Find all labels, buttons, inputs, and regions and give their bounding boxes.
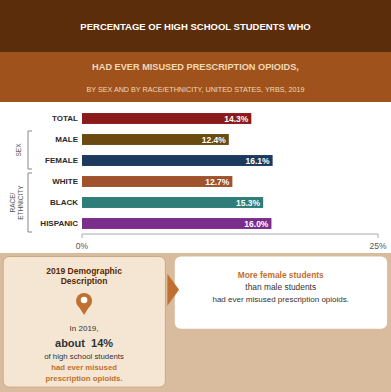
bar [82,155,273,166]
annotation: prescription opioids. [46,374,123,383]
page-background [0,0,391,392]
x-axis: 0% 25% [76,234,387,251]
demographic-box [3,256,165,387]
category-label: MALE [55,135,78,144]
annotation: of high school students [44,352,124,361]
text-line: Description [61,276,108,286]
bar [82,218,271,229]
annotation: than male students [245,282,316,292]
category-label: BLACK [50,198,78,207]
data-label: 16.0% [244,219,269,229]
text-line: ETHNICITY [16,185,23,220]
tick [82,234,83,238]
bars [82,113,273,229]
group-label: SEX [15,143,22,157]
annotation: had ever misused prescription opioids. [212,295,349,304]
group-label: RACE/ETHNICITY [9,185,24,220]
pin-hole [81,297,88,304]
tick [378,234,379,238]
annotation: In 2019, [70,324,99,333]
bracket-line [28,131,32,169]
category-label: TOTAL [52,114,78,123]
bar [82,134,229,145]
header-orange [0,52,391,102]
bar [82,176,232,187]
page: {"chart_data": { "type": "bar", "orienta… [0,0,391,392]
text-line: RACE/ [9,192,16,212]
chart-background [0,102,391,253]
data-label: 12.7% [205,177,230,187]
pin-body [76,293,92,309]
axis-line [82,234,378,235]
data-label: 14.3% [224,114,249,124]
chart: PERCENTAGE OF HIGH SCHOOL STUDENTS WHO HA… [0,0,391,392]
pin-icon [76,293,92,315]
bracket-line [28,173,32,232]
annotation: 2019 DemographicDescription [46,266,122,286]
callout-box [175,256,387,328]
group-bracket: SEX [15,131,33,169]
annotation: More female students [238,270,324,280]
tick-label: 25% [369,241,386,251]
annotation: about 14% [55,337,113,349]
labels: 14.3% TOTAL 12.4% MALE 16.1% FEMALE 12.7% WHITE… [40,114,270,229]
callout-arrow [167,274,179,306]
bar [82,197,263,208]
subtitle: BY SEX AND BY RACE/ETHNICITY, UNITED STA… [86,85,304,94]
category-label: FEMALE [45,156,79,165]
bar [82,113,251,124]
data-label: 16.1% [246,156,271,166]
subtitle: HAD EVER MISUSED PRESCRIPTION OPIOIDS, [92,62,299,72]
category-label: HISPANIC [40,219,78,228]
data-label: 15.3% [236,198,261,208]
title: PERCENTAGE OF HIGH SCHOOL STUDENTS WHO [80,21,310,32]
tick-label: 0% [76,241,89,251]
text-line: 2019 Demographic [46,266,122,276]
header-dark [0,0,391,52]
data-label: 12.4% [202,135,227,145]
group-bracket: RACE/ETHNICITY [9,173,32,232]
annotation: had ever misused [51,363,117,372]
category-label: WHITE [52,177,78,186]
